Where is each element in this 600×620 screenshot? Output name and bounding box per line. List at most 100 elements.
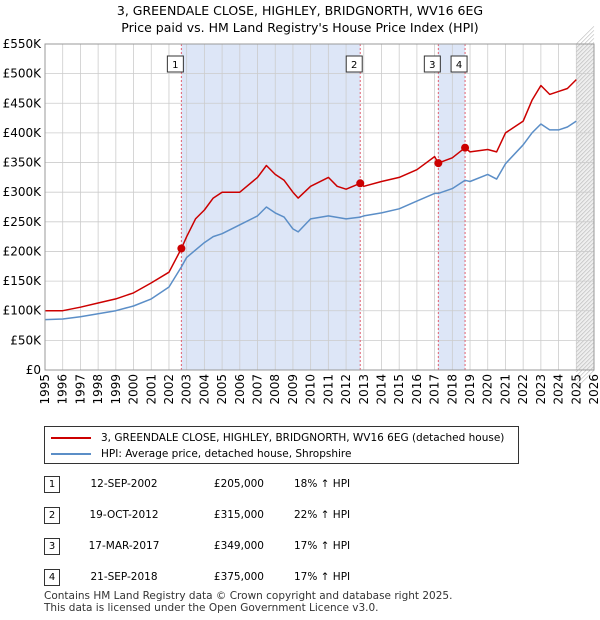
forecast-hatch-line (576, 46, 595, 65)
y-tick-label: £200K (3, 244, 43, 258)
forecast-hatch-line (576, 222, 595, 241)
forecast-hatch-line (576, 202, 595, 221)
forecast-hatch-line (576, 306, 595, 325)
forecast-hatch-line (576, 206, 595, 225)
chart-title-line1: 3, GREENDALE CLOSE, HIGHLEY, BRIDGNORTH,… (116, 3, 484, 18)
x-tick-label: 2020 (481, 374, 495, 405)
price-chart: 1 2 3 4 £0 £50K £100K £150K £200K £250K £300K £350… (3, 26, 600, 405)
legend: 3, GREENDALE CLOSE, HIGHLEY, BRIDGNORTH,… (44, 426, 519, 464)
sale-point-4 (461, 143, 470, 152)
x-tick-label: 2008 (268, 374, 282, 405)
forecast-hatch-line (576, 358, 595, 377)
table-row: 4 21-SEP-2018 £375,000 17% ↑ HPI (44, 569, 424, 586)
sale-date: 21-SEP-2018 (90, 571, 158, 583)
table-row: 3 17-MAR-2017 £349,000 17% ↑ HPI (44, 538, 424, 555)
forecast-hatch-line (576, 270, 595, 289)
footer-attribution: Contains HM Land Registry data © Crown c… (44, 590, 452, 614)
legend-swatch-hpi (51, 453, 91, 455)
sale-price: £205,000 (213, 478, 264, 490)
forecast-hatch-line (576, 138, 595, 157)
forecast-hatch-line (576, 50, 595, 69)
forecast-hatch-line (576, 86, 595, 105)
forecast-hatch-line (576, 362, 595, 381)
forecast-hatch-line (576, 98, 595, 117)
forecast-hatch-line (576, 82, 595, 101)
legend-entry-hpi: HPI: Average price, detached house, Shro… (51, 447, 351, 461)
x-tick-label: 2021 (498, 374, 512, 405)
forecast-hatch-line (576, 30, 595, 49)
forecast-hatch-line (576, 150, 595, 169)
forecast-hatch-line (576, 54, 595, 73)
forecast-hatch-line (576, 158, 595, 177)
forecast-hatch-line (576, 190, 595, 209)
sale-number-badge: 2 (44, 507, 60, 524)
sale-price: £375,000 (213, 571, 264, 583)
forecast-hatch-line (576, 166, 595, 185)
x-tick-label: 1998 (91, 374, 105, 405)
forecast-hatch-line (576, 170, 595, 189)
forecast-hatch-line (576, 182, 595, 201)
forecast-hatch-line (576, 58, 595, 77)
x-tick-label: 1999 (109, 374, 123, 405)
forecast-hatch-line (576, 122, 595, 141)
forecast-hatch-line (576, 134, 595, 153)
legend-swatch-property (51, 437, 91, 439)
forecast-hatch-line (576, 42, 595, 61)
sale-date: 17-MAR-2017 (88, 540, 160, 552)
sale-marker-badge-2: 2 (345, 55, 363, 73)
y-tick-label: £50K (10, 333, 42, 347)
x-tick-label: 2004 (197, 374, 211, 405)
sale-hpi-change: 17% ↑ HPI (294, 571, 351, 583)
legend-label-property: 3, GREENDALE CLOSE, HIGHLEY, BRIDGNORTH,… (101, 432, 505, 444)
forecast-hatch-line (576, 330, 595, 349)
forecast-hatch-line (576, 354, 595, 373)
forecast-hatch-line (576, 246, 595, 265)
forecast-hatch-line (576, 34, 595, 53)
forecast-hatch-line (576, 102, 595, 121)
forecast-hatch-line (576, 366, 595, 385)
sale-point-2 (356, 179, 365, 188)
footer-line1: Contains HM Land Registry data © Crown c… (44, 590, 453, 602)
forecast-hatch-line (576, 322, 595, 341)
sale-point-3 (434, 159, 443, 168)
forecast-hatch-line (576, 218, 595, 237)
x-tick-label: 2012 (339, 374, 353, 405)
y-tick-label: £150K (3, 274, 43, 288)
forecast-hatch-line (576, 26, 595, 45)
y-tick-label: £250K (3, 215, 43, 229)
hpi-line (44, 120, 577, 321)
forecast-hatch-line (576, 318, 595, 337)
legend-label-hpi: HPI: Average price, detached house, Shro… (101, 448, 352, 460)
x-tick-label: 2003 (180, 374, 194, 405)
x-tick-label: 2006 (233, 374, 247, 405)
forecast-hatch-line (576, 66, 595, 85)
forecast-hatch-line (576, 254, 595, 273)
x-tick-label: 2022 (516, 374, 530, 405)
shaded-period-1 (181, 44, 361, 370)
forecast-hatch-line (576, 210, 595, 229)
forecast-hatch-line (576, 346, 595, 365)
plot-border (44, 43, 595, 371)
forecast-hatch-line (576, 74, 595, 93)
x-tick-label: 2016 (410, 374, 424, 405)
forecast-hatch-line (576, 226, 595, 245)
x-tick-label: 1996 (56, 374, 70, 405)
x-tick-label: 2011 (321, 374, 335, 405)
forecast-hatch-line (576, 214, 595, 233)
sale-date: 19-OCT-2012 (89, 509, 159, 521)
forecast-hatch-line (576, 350, 595, 369)
forecast-hatch-line (576, 326, 595, 345)
x-tick-label: 2015 (392, 374, 406, 405)
sale-marker-label: 2 (351, 60, 357, 71)
forecast-hatch-line (576, 110, 595, 129)
property-price-line (45, 79, 577, 312)
sale-marker-label: 1 (172, 60, 178, 71)
y-tick-label: £550K (3, 37, 43, 51)
forecast-hatch-line (576, 174, 595, 193)
y-tick-label: £300K (3, 185, 43, 199)
x-tick-label: 2024 (552, 374, 566, 405)
forecast-hatch-line (576, 286, 595, 305)
chart-title: 3, GREENDALE CLOSE, HIGHLEY, BRIDGNORTH,… (0, 2, 600, 36)
forecast-hatch-line (576, 258, 595, 277)
forecast-hatch-line (576, 294, 595, 313)
